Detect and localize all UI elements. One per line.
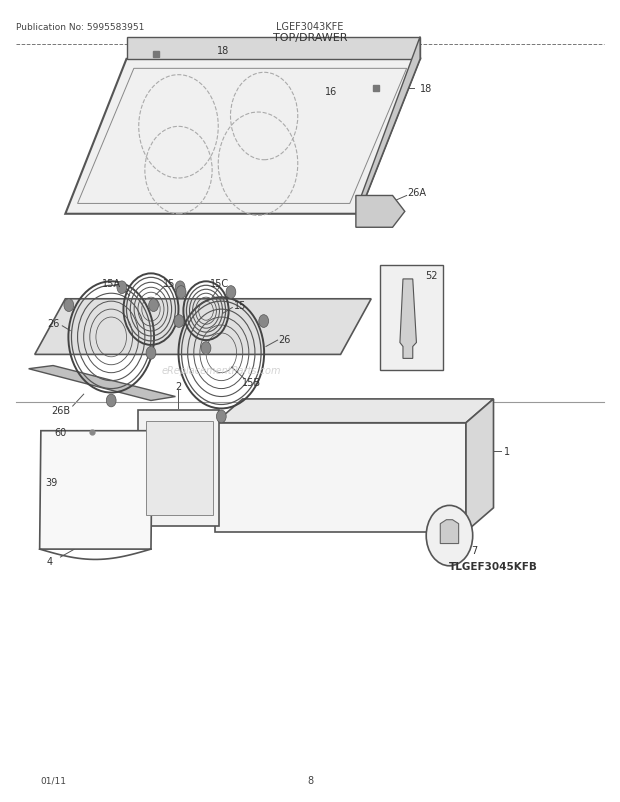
Circle shape	[201, 342, 211, 355]
Text: 01/11: 01/11	[41, 776, 67, 785]
Polygon shape	[138, 411, 219, 526]
Circle shape	[146, 347, 156, 360]
Circle shape	[175, 282, 185, 294]
Polygon shape	[126, 38, 420, 59]
Text: 26: 26	[47, 319, 60, 329]
Circle shape	[426, 506, 472, 566]
Text: 15: 15	[234, 301, 246, 310]
Text: 15B: 15B	[242, 378, 262, 387]
Text: 15C: 15C	[210, 278, 229, 289]
Text: 60: 60	[55, 427, 66, 438]
Text: LGEF3043KFE: LGEF3043KFE	[277, 22, 343, 32]
Circle shape	[226, 286, 236, 299]
Polygon shape	[29, 366, 175, 401]
Circle shape	[117, 282, 126, 294]
Polygon shape	[146, 422, 213, 516]
Text: 39: 39	[46, 477, 58, 487]
Polygon shape	[40, 431, 152, 549]
Text: TOP/DRAWER: TOP/DRAWER	[273, 34, 347, 43]
Text: 26B: 26B	[51, 406, 70, 415]
Circle shape	[259, 315, 268, 328]
Polygon shape	[215, 399, 494, 423]
Text: Publication No: 5995583951: Publication No: 5995583951	[16, 22, 145, 31]
Text: 26: 26	[278, 334, 291, 344]
Text: 1: 1	[504, 446, 510, 456]
FancyBboxPatch shape	[380, 266, 443, 371]
Circle shape	[106, 395, 116, 407]
Text: 26A: 26A	[407, 188, 427, 198]
Polygon shape	[65, 59, 420, 214]
Text: 15A: 15A	[102, 278, 121, 289]
Polygon shape	[400, 280, 417, 359]
Polygon shape	[440, 520, 459, 544]
Polygon shape	[35, 299, 371, 355]
Circle shape	[149, 299, 159, 312]
Text: 52: 52	[425, 270, 437, 281]
Text: 4: 4	[47, 557, 53, 566]
Text: 2: 2	[175, 382, 182, 391]
Text: 15: 15	[163, 278, 175, 289]
Text: TLGEF3045KFB: TLGEF3045KFB	[449, 561, 538, 571]
Text: 18: 18	[420, 84, 432, 94]
Circle shape	[216, 411, 226, 423]
Polygon shape	[356, 196, 405, 228]
Text: 16: 16	[326, 87, 337, 96]
Polygon shape	[466, 399, 494, 532]
Circle shape	[176, 286, 186, 299]
Text: 8: 8	[307, 776, 313, 785]
Polygon shape	[215, 423, 466, 532]
Circle shape	[64, 299, 74, 312]
Text: 18: 18	[217, 46, 229, 56]
Text: 7: 7	[471, 545, 477, 555]
Polygon shape	[359, 38, 420, 214]
Circle shape	[174, 315, 184, 328]
Text: eReplacementParts.com: eReplacementParts.com	[162, 366, 281, 376]
